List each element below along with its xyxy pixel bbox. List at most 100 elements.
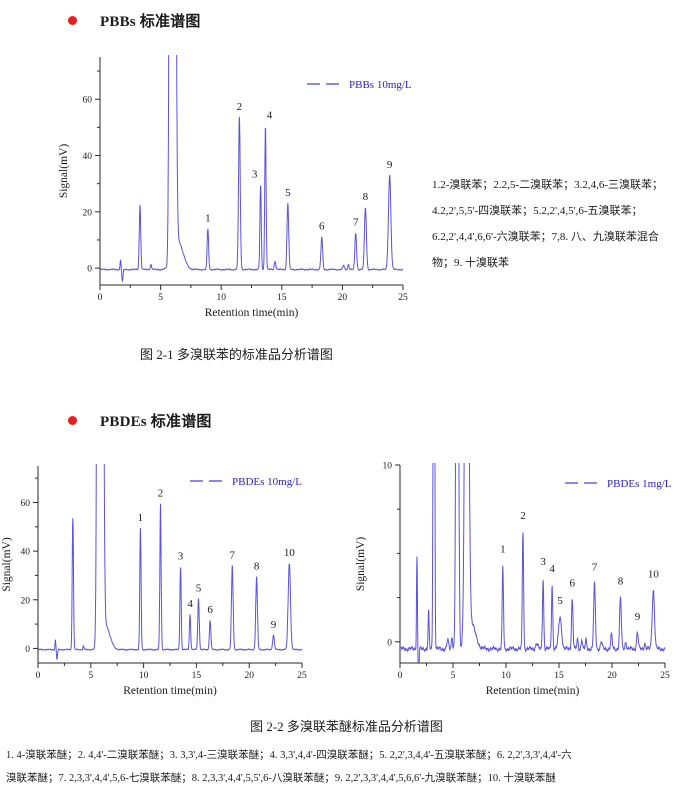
svg-text:5: 5 bbox=[557, 595, 563, 607]
pbde-10mg-chromatogram: 0 5 10 15 20 25 0 20 40 60 Retention time(min) Sign… bbox=[0, 452, 348, 700]
legend-label: PBDEs 10mg/L bbox=[232, 476, 302, 488]
pbb-compound-list-line: 6.2,2',4,4',6,6'-六溴联苯；7,8. 八、九溴联苯混合 bbox=[432, 231, 659, 243]
pbb-chromatogram: 0 5 10 15 20 25 0 20 40 60 Retention time(min) Sign… bbox=[55, 53, 415, 328]
svg-text:20: 20 bbox=[607, 671, 617, 681]
legend: PBBs 10mg/L bbox=[307, 79, 412, 91]
svg-text:8: 8 bbox=[363, 191, 369, 203]
axes bbox=[33, 466, 303, 668]
svg-text:10: 10 bbox=[383, 462, 393, 472]
svg-text:10: 10 bbox=[284, 547, 296, 559]
svg-text:2: 2 bbox=[237, 101, 243, 113]
svg-text:6: 6 bbox=[207, 604, 213, 616]
y-axis-title: Signal(mV) bbox=[355, 537, 367, 591]
peak-labels: 1 2 3 456 7 8 9 10 bbox=[138, 487, 296, 630]
svg-text:60: 60 bbox=[21, 499, 31, 509]
svg-text:0: 0 bbox=[98, 293, 103, 303]
svg-text:4: 4 bbox=[267, 110, 273, 122]
svg-text:25: 25 bbox=[297, 671, 307, 681]
pbb-compound-list: 1.2-溴联苯；2.2,5-二溴联苯；3.2,4,6-三溴联苯； 4.2,2',… bbox=[432, 172, 693, 276]
legend-label: PBDEs 1mg/L bbox=[607, 478, 672, 490]
legend: PBDEs 1mg/L bbox=[565, 478, 672, 490]
svg-text:20: 20 bbox=[83, 208, 93, 218]
svg-text:15: 15 bbox=[554, 671, 564, 681]
x-axis-title: Retention time(min) bbox=[205, 307, 299, 319]
svg-text:20: 20 bbox=[338, 293, 348, 303]
axes bbox=[395, 464, 666, 668]
svg-text:3: 3 bbox=[540, 556, 546, 568]
red-bullet-icon bbox=[68, 416, 77, 425]
pbde-compound-list-line: 溴联苯醚；7. 2,3,3',4,4',5,6-七溴联苯醚；8. 2,3,3',… bbox=[6, 773, 556, 784]
legend-label: PBBs 10mg/L bbox=[349, 79, 412, 91]
red-bullet-icon bbox=[68, 16, 77, 25]
svg-text:0: 0 bbox=[387, 638, 392, 648]
svg-text:5: 5 bbox=[451, 671, 456, 681]
svg-text:0: 0 bbox=[36, 671, 41, 681]
svg-text:0: 0 bbox=[87, 265, 92, 275]
svg-text:8: 8 bbox=[618, 576, 624, 588]
svg-text:4: 4 bbox=[549, 563, 555, 575]
pbde-compound-list: 1. 4-溴联苯醚；2. 4,4'-二溴联苯醚；3. 3,3',4-三溴联苯醚；… bbox=[6, 744, 693, 790]
svg-text:9: 9 bbox=[635, 611, 641, 623]
axes bbox=[95, 57, 404, 290]
svg-text:60: 60 bbox=[83, 96, 93, 106]
pbb10-trace bbox=[100, 55, 404, 283]
y-axis-title: Signal(mV) bbox=[1, 537, 13, 591]
x-axis-title: Retention time(min) bbox=[123, 685, 217, 697]
svg-text:1: 1 bbox=[138, 512, 144, 524]
svg-text:3: 3 bbox=[178, 551, 184, 563]
figure-2-2-caption: 图 2-2 多溴联苯醚标准品分析谱图 bbox=[250, 719, 443, 734]
y-axis-title: Signal(mV) bbox=[58, 144, 70, 198]
svg-text:7: 7 bbox=[592, 561, 598, 573]
svg-text:40: 40 bbox=[21, 548, 31, 558]
pbde1-trace bbox=[400, 463, 666, 663]
svg-text:6: 6 bbox=[570, 577, 576, 589]
svg-text:9: 9 bbox=[387, 159, 393, 171]
svg-text:25: 25 bbox=[398, 293, 408, 303]
svg-text:5: 5 bbox=[196, 582, 202, 594]
svg-text:10: 10 bbox=[139, 671, 149, 681]
svg-text:6: 6 bbox=[319, 221, 325, 233]
section-heading-pbde-label: PBDEs 标准谱图 bbox=[100, 414, 212, 430]
svg-text:10: 10 bbox=[648, 568, 660, 580]
pbb-compound-list-line: 4.2,2',5,5'-四溴联苯；5.2,2',4,5',6-五溴联苯； bbox=[432, 205, 643, 217]
svg-text:7: 7 bbox=[353, 217, 359, 229]
svg-text:1: 1 bbox=[205, 212, 211, 224]
svg-text:0: 0 bbox=[398, 671, 403, 681]
svg-text:2: 2 bbox=[158, 487, 164, 499]
svg-text:15: 15 bbox=[277, 293, 287, 303]
svg-text:10: 10 bbox=[216, 293, 226, 303]
svg-text:20: 20 bbox=[21, 596, 31, 606]
figure-2-1-caption: 图 2-1 多溴联苯的标准品分析谱图 bbox=[140, 347, 333, 362]
svg-text:20: 20 bbox=[244, 671, 254, 681]
svg-text:1: 1 bbox=[500, 544, 506, 556]
svg-text:4: 4 bbox=[187, 598, 193, 610]
svg-text:8: 8 bbox=[254, 560, 260, 572]
peak-labels: 1 2 3 4 5 6 7 8 9 bbox=[205, 101, 393, 233]
pbde10-trace bbox=[38, 464, 303, 660]
pbb-compound-list-line: 1.2-溴联苯；2.2,5-二溴联苯；3.2,4,6-三溴联苯； bbox=[432, 179, 663, 191]
svg-text:5: 5 bbox=[285, 187, 291, 199]
svg-text:40: 40 bbox=[83, 152, 93, 162]
x-axis-title: Retention time(min) bbox=[486, 685, 580, 697]
svg-text:9: 9 bbox=[271, 619, 277, 631]
svg-text:15: 15 bbox=[192, 671, 202, 681]
legend: PBDEs 10mg/L bbox=[190, 476, 302, 488]
svg-text:2: 2 bbox=[520, 510, 526, 522]
svg-text:5: 5 bbox=[88, 671, 93, 681]
section-heading-pbde: PBDEs 标准谱图 bbox=[68, 410, 212, 431]
svg-text:7: 7 bbox=[230, 550, 236, 562]
section-heading-pbb: PBBs 标准谱图 bbox=[68, 10, 201, 31]
svg-text:5: 5 bbox=[158, 293, 163, 303]
svg-text:25: 25 bbox=[660, 671, 670, 681]
svg-text:3: 3 bbox=[252, 169, 258, 181]
svg-text:0: 0 bbox=[25, 645, 30, 655]
section-heading-pbb-label: PBBs 标准谱图 bbox=[100, 14, 201, 30]
pbde-1mg-chromatogram: 0 5 10 15 20 25 0 10 Retention time(min) Signal(m… bbox=[352, 448, 692, 700]
pbb-compound-list-line: 物；9. 十溴联苯 bbox=[432, 257, 509, 269]
pbde-compound-list-line: 1. 4-溴联苯醚；2. 4,4'-二溴联苯醚；3. 3,3',4-三溴联苯醚；… bbox=[6, 750, 572, 761]
